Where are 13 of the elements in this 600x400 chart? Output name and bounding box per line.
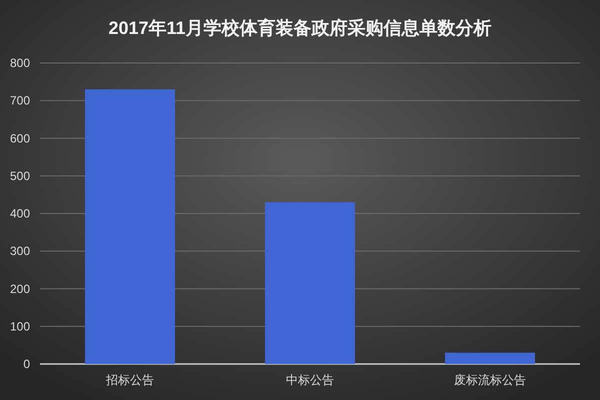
y-tick-label: 400 bbox=[10, 206, 30, 220]
y-tick-label: 700 bbox=[10, 94, 30, 108]
chart-title: 2017年11月学校体育装备政府采购信息单数分析 bbox=[108, 17, 492, 38]
x-tick-label: 废标流标公告 bbox=[454, 373, 526, 387]
x-tick-label: 中标公告 bbox=[286, 373, 334, 387]
x-tick-label: 招标公告 bbox=[105, 373, 154, 387]
y-tick-label: 100 bbox=[10, 319, 30, 334]
y-tick-label: 600 bbox=[10, 131, 30, 146]
y-tick-label: 800 bbox=[10, 56, 30, 70]
y-tick-label: 500 bbox=[10, 168, 30, 183]
y-tick-label: 200 bbox=[10, 282, 30, 296]
y-tick-label: 0 bbox=[23, 357, 30, 371]
y-tick-label: 300 bbox=[10, 244, 30, 258]
